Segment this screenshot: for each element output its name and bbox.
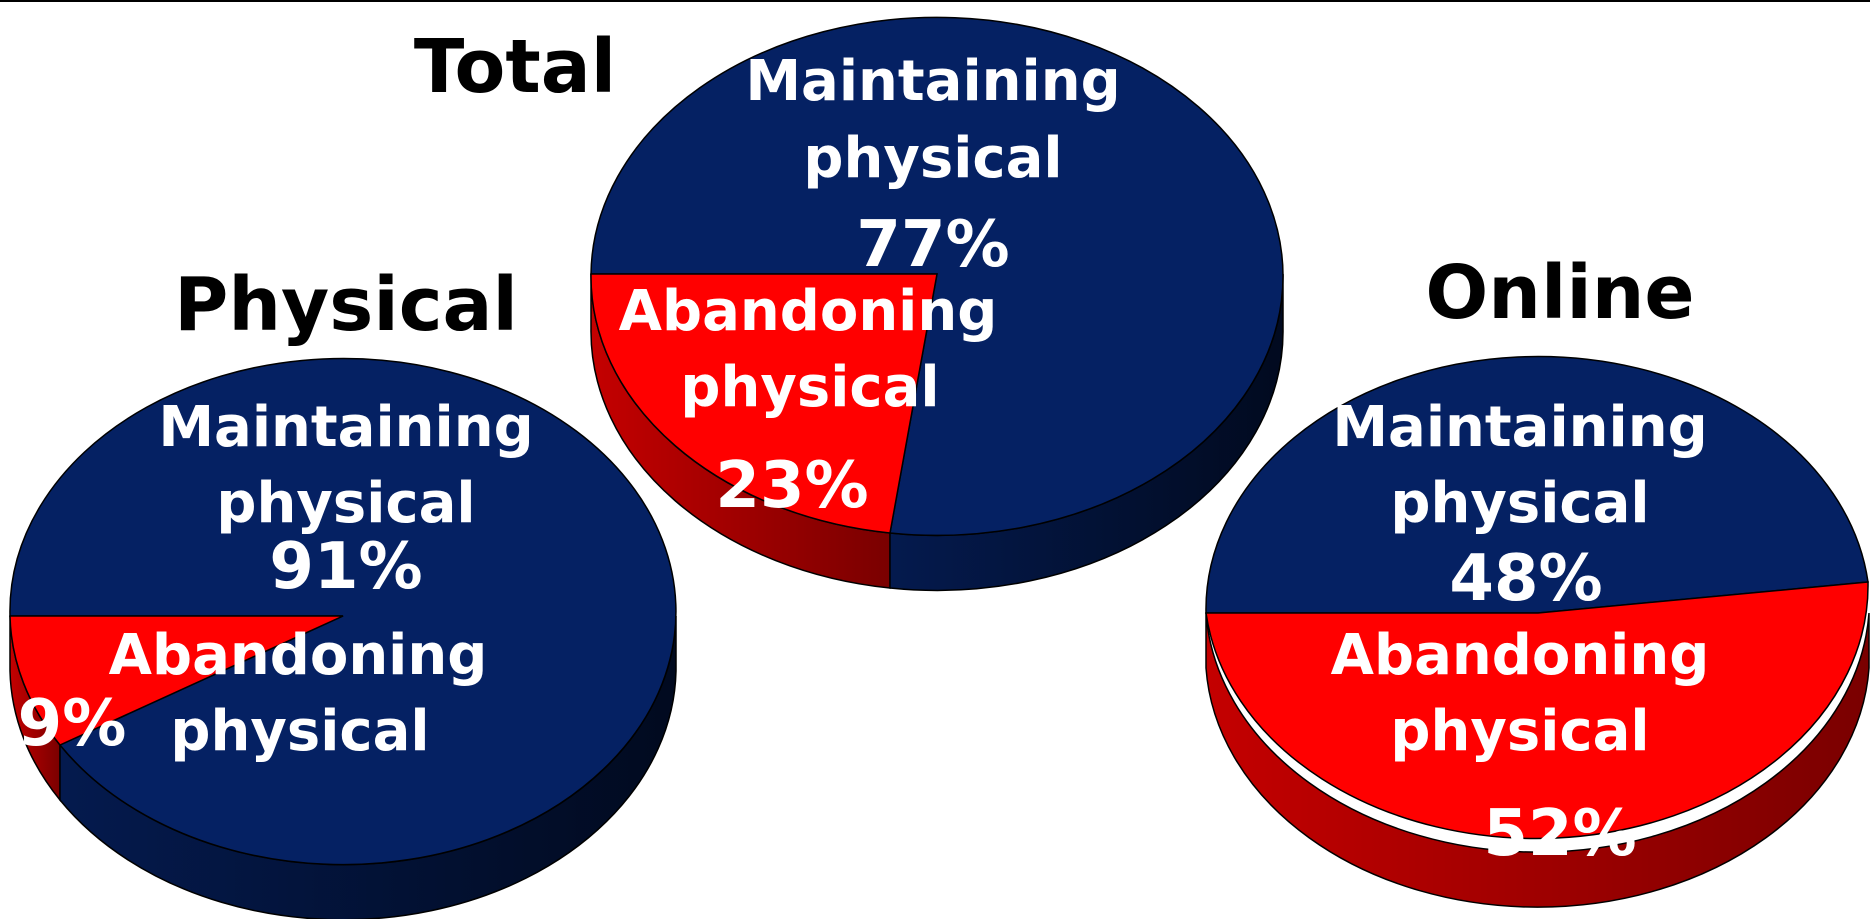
pie-online-abandoning-pct: 52% (1483, 797, 1636, 871)
pie-physical-title: Physical (174, 262, 518, 348)
pie-total-maintaining-label-2: physical (803, 126, 1062, 191)
pie-physical-abandoning-pct: 9% (18, 687, 127, 761)
pie-online-abandoning-label-1: Abandoning (1331, 623, 1710, 688)
pie-online-side-abandoning (1205, 612, 1870, 908)
pie-online-title: Online (1425, 250, 1694, 336)
pie-online: Online Maintaining physical 48% Abandoni… (1205, 250, 1870, 908)
pie-physical-maintaining-label-2: physical (216, 471, 475, 536)
pie-physical: Physical Maintaining physical 91% Abando… (9, 262, 677, 921)
pie-total: Total Maintaining physical 77% Abandonin… (414, 16, 1284, 592)
pie-online-abandoning-label-2: physical (1390, 699, 1649, 764)
pie-physical-abandoning-label-2: physical (170, 699, 429, 764)
pie-online-maintaining-pct: 48% (1449, 542, 1602, 616)
pie-total-abandoning-label-1: Abandoning (619, 279, 998, 344)
pie-physical-slice-abandoning (9, 615, 344, 746)
pie-physical-maintaining-label-1: Maintaining (158, 395, 533, 460)
pie-physical-maintaining-pct: 91% (269, 530, 422, 604)
pie-physical-slice-maintaining (9, 357, 677, 866)
pie-total-slice-abandoning (590, 273, 938, 534)
pie-physical-abandoning-label-1: Abandoning (109, 623, 488, 688)
pie-online-slice-abandoning (1205, 581, 1869, 840)
pie-total-abandoning-label-2: physical (680, 355, 939, 420)
pie-online-maintaining-label-1: Maintaining (1332, 395, 1707, 460)
pie-online-maintaining-label-2: physical (1390, 471, 1649, 536)
pie-total-maintaining-pct: 77% (856, 208, 1009, 282)
pie-online-slice-maintaining (1205, 355, 1869, 614)
pie-total-maintaining-label-1: Maintaining (745, 49, 1120, 114)
pie-total-title: Total (414, 24, 616, 110)
pie-total-abandoning-pct: 23% (715, 449, 868, 523)
